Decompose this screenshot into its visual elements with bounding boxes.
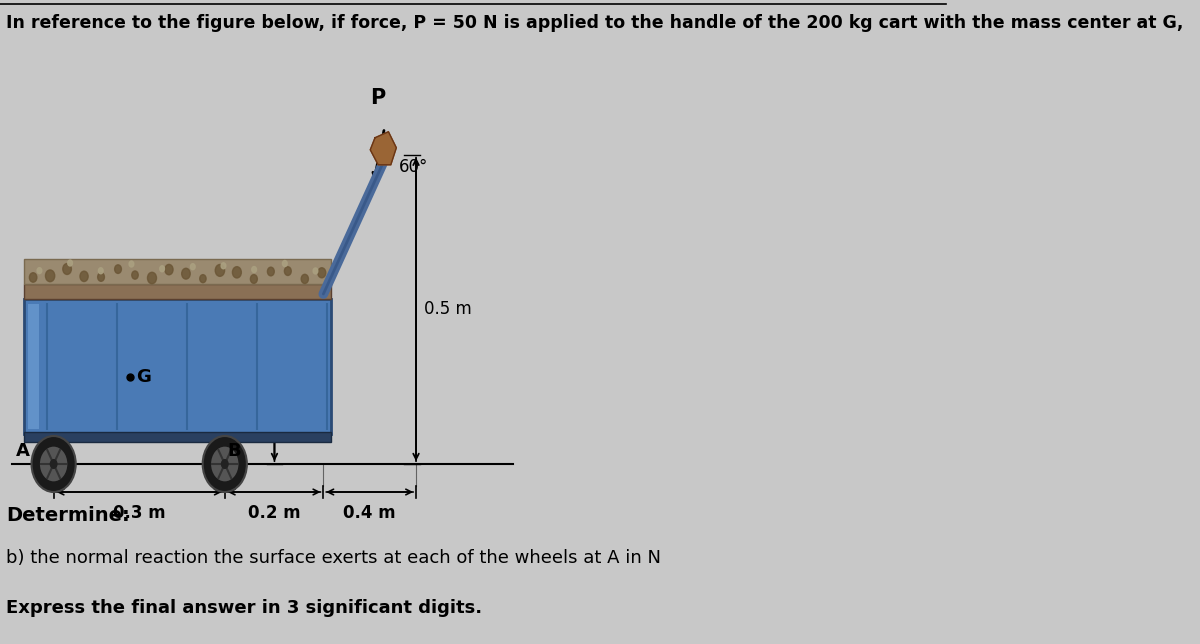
Circle shape (268, 267, 275, 276)
Circle shape (301, 274, 308, 283)
Text: 0.5 m: 0.5 m (424, 300, 472, 318)
Circle shape (160, 266, 164, 272)
Text: 60°: 60° (398, 158, 428, 176)
Circle shape (233, 267, 241, 278)
Circle shape (46, 270, 55, 281)
Circle shape (318, 268, 325, 278)
Text: In reference to the figure below, if force, P = 50 N is applied to the handle of: In reference to the figure below, if for… (6, 14, 1183, 32)
Text: B: B (227, 442, 241, 460)
Circle shape (215, 265, 224, 276)
Circle shape (31, 436, 76, 492)
Circle shape (191, 263, 196, 270)
Circle shape (164, 265, 173, 275)
Circle shape (80, 271, 88, 281)
Text: Determine:: Determine: (6, 506, 130, 525)
Bar (24, 299, 331, 434)
Circle shape (67, 260, 72, 266)
Bar (24, 284, 331, 299)
Circle shape (40, 447, 67, 481)
Circle shape (148, 272, 156, 284)
Polygon shape (371, 132, 396, 165)
Text: 0.2 m: 0.2 m (247, 504, 300, 522)
Circle shape (211, 447, 239, 481)
Circle shape (252, 267, 257, 272)
Circle shape (282, 261, 287, 267)
Circle shape (130, 261, 134, 267)
Text: b) the normal reaction the surface exerts at each of the wheels at A in N: b) the normal reaction the surface exert… (6, 549, 661, 567)
Circle shape (203, 436, 247, 492)
Circle shape (181, 269, 191, 279)
Text: Express the final answer in 3 significant digits.: Express the final answer in 3 significan… (6, 599, 482, 617)
Bar (28, 304, 40, 429)
Circle shape (37, 268, 42, 274)
Text: G: G (137, 368, 151, 386)
Text: 0.2 m: 0.2 m (278, 412, 326, 430)
Circle shape (132, 271, 138, 279)
Circle shape (49, 459, 58, 469)
Circle shape (284, 267, 292, 276)
Circle shape (221, 459, 229, 469)
Circle shape (199, 274, 206, 283)
Circle shape (98, 268, 103, 274)
Circle shape (313, 268, 318, 274)
Text: A: A (16, 442, 30, 460)
Circle shape (115, 265, 121, 274)
Bar (24, 432, 331, 442)
Text: P: P (371, 88, 386, 108)
Bar (24, 259, 331, 284)
Circle shape (97, 272, 104, 281)
Circle shape (251, 274, 257, 283)
Circle shape (62, 263, 71, 274)
Text: 0.3 m: 0.3 m (113, 504, 166, 522)
Circle shape (221, 263, 226, 269)
Text: 0.4 m: 0.4 m (343, 504, 396, 522)
Circle shape (29, 272, 37, 282)
